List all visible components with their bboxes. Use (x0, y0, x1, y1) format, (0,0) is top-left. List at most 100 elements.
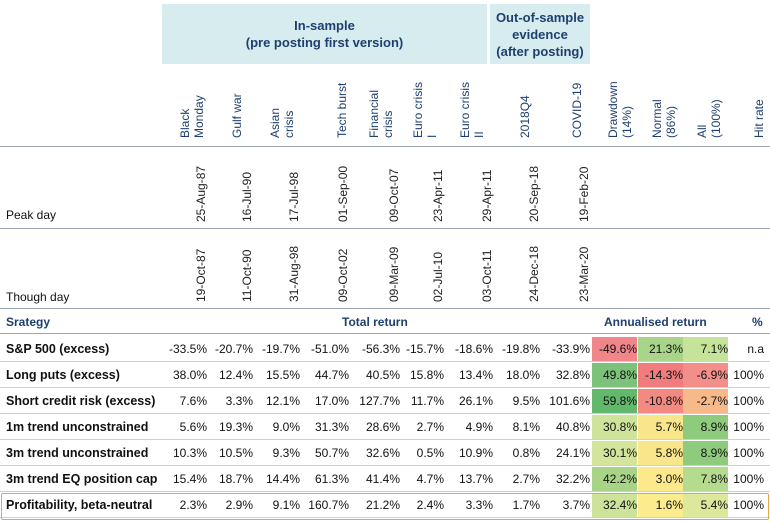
trough_day-date: 03-Oct-11 (480, 249, 494, 302)
column-header-line1: Drawdown (606, 81, 620, 138)
annualised-return-cell: 59.8% (592, 389, 637, 413)
total-return-cell: 12.4% (218, 368, 253, 382)
total-return-cell: 24.1% (555, 446, 590, 460)
total-return-cell: -19.8% (501, 342, 540, 356)
out-of-sample-header: Out-of-sample evidence (after posting) (490, 4, 590, 64)
column-header-line1: Euro crisis (458, 81, 472, 138)
hit-rate-cell: 100% (733, 446, 764, 460)
column-header-line1: COVID-19 (570, 82, 584, 138)
total-return-cell: 12.1% (265, 394, 300, 408)
total-return-cell: 13.7% (458, 472, 493, 486)
in-sample-header: In-sample (pre posting first version) (162, 4, 487, 64)
total-return-cell: 21.2% (365, 498, 400, 512)
total-return-cell: 4.7% (416, 472, 444, 486)
total-return-cell: 38.0% (172, 368, 207, 382)
peak_day-date: 25-Aug-87 (194, 165, 208, 222)
total-return-cell: 40.8% (555, 420, 590, 434)
highlight-row-box (1, 493, 769, 520)
total-return-cell: 11.7% (410, 394, 444, 408)
total-return-cell: 18.7% (218, 472, 253, 486)
hit-rate-cell: 100% (733, 368, 764, 382)
out-of-sample-line3: (after posting) (496, 43, 584, 59)
total-return-cell: 0.5% (416, 446, 444, 460)
total-return-cell: 9.5% (512, 394, 540, 408)
column-header-line1: Euro crisis (411, 81, 425, 138)
total-return-cell: 44.7% (314, 368, 349, 382)
peak_day-date: 17-Jul-98 (287, 171, 301, 222)
column-header: Black Monday (178, 95, 206, 138)
total-return-cell: 3.3% (225, 394, 253, 408)
total-return-cell: 61.3% (314, 472, 349, 486)
row-divider (0, 491, 770, 492)
total-return-cell: 9.0% (272, 420, 300, 434)
column-header-line1: Asian (268, 107, 282, 138)
annualised-return-header: Annualised return (604, 315, 707, 329)
total-return-cell: 1.7% (512, 498, 540, 512)
row-divider (0, 387, 770, 388)
annualised-return-cell: 30.8% (592, 415, 637, 439)
total-return-cell: 32.2% (555, 472, 590, 486)
total-return-cell: 15.5% (265, 368, 300, 382)
total-return-cell: 160.7% (308, 498, 349, 512)
total-return-cell: 2.9% (225, 498, 253, 512)
peak_day-date: 20-Sep-18 (527, 165, 541, 222)
hit-rate-cell: 100% (733, 394, 764, 408)
column-header: Hit rate (752, 99, 766, 138)
trough_day-date: 24-Dec-18 (527, 245, 541, 302)
total-return-cell: -19.7% (261, 342, 300, 356)
annualised-return-cell: 7.1% (683, 337, 728, 361)
column-header-line2: I (425, 134, 439, 138)
annualised-return-cell: -2.7% (683, 389, 728, 413)
in-sample-title: In-sample (294, 18, 355, 33)
annualised-return-cell: 42.2% (592, 467, 637, 491)
trough_day-date: 23-Mar-20 (577, 246, 591, 302)
table-row: Long puts (excess) 38.0% 12.4% 15.5% 44.7% 40… (0, 362, 770, 388)
total-return-cell: 101.6% (549, 394, 590, 408)
hit-rate-cell: 100% (733, 498, 764, 512)
total-return-cell: 0.8% (512, 446, 540, 460)
total-return-cell: 9.3% (272, 446, 300, 460)
total-return-cell: 2.3% (179, 498, 207, 512)
annualised-return-cell: -10.8% (638, 389, 683, 413)
total-return-cell: 32.8% (555, 368, 590, 382)
peak_day-date: 01-Sep-00 (336, 165, 350, 222)
total-return-cell: -20.7% (214, 342, 253, 356)
column-header-line2: Monday (192, 95, 206, 138)
total-return-cell: -15.7% (405, 342, 444, 356)
total-return-cell: 8.1% (512, 420, 540, 434)
column-header: Gulf war (230, 93, 244, 138)
peak_day-date: 19-Feb-20 (577, 166, 591, 222)
total-return-cell: 2.4% (416, 498, 444, 512)
total-return-cell: 15.4% (172, 472, 207, 486)
annualised-return-cell: 5.8% (638, 441, 683, 465)
column-header-line2: crisis (282, 110, 296, 138)
annualised-return-cell: 5.7% (638, 415, 683, 439)
total-return-cell: 26.1% (458, 394, 493, 408)
column-header: Asian crisis (268, 108, 296, 138)
peak_day-date: 29-Apr-11 (480, 169, 494, 222)
column-header-line1: 2018Q4 (518, 95, 532, 138)
trough_day-date: 09-Oct-02 (336, 248, 350, 302)
total-return-cell: 3.3% (465, 498, 493, 512)
column-header-line2: (14%) (620, 105, 634, 138)
strategy-name: 1m trend unconstrained (6, 420, 149, 434)
total-return-cell: 127.7% (359, 394, 400, 408)
annualised-return-cell: 49.8% (592, 363, 637, 387)
total-return-cell: 10.3% (172, 446, 207, 460)
table-row: S&P 500 (excess) -33.5% -20.7% -19.7% -51.0%… (0, 336, 770, 362)
column-header: COVID-19 (570, 83, 584, 138)
total-return-cell: 18.0% (505, 368, 540, 382)
column-header: Normal (86%) (650, 99, 678, 138)
total-return-cell: 5.6% (179, 420, 207, 434)
total-return-cell: 40.5% (365, 368, 400, 382)
total-return-cell: -56.3% (361, 342, 400, 356)
total-return-cell: -51.0% (310, 342, 349, 356)
table-row: Short credit risk (excess) 7.6% 3.3% 12.1% 1… (0, 388, 770, 414)
annualised-return-cell: 8.9% (683, 441, 728, 465)
column-header-line2: (86%) (664, 105, 678, 138)
total-return-cell: -33.5% (168, 342, 207, 356)
strategy-header: Srategy (6, 315, 51, 329)
column-header-line1: Gulf war (230, 93, 244, 138)
column-header: Euro crisis II (458, 82, 486, 138)
column-header-line2: (100%) (709, 99, 723, 138)
